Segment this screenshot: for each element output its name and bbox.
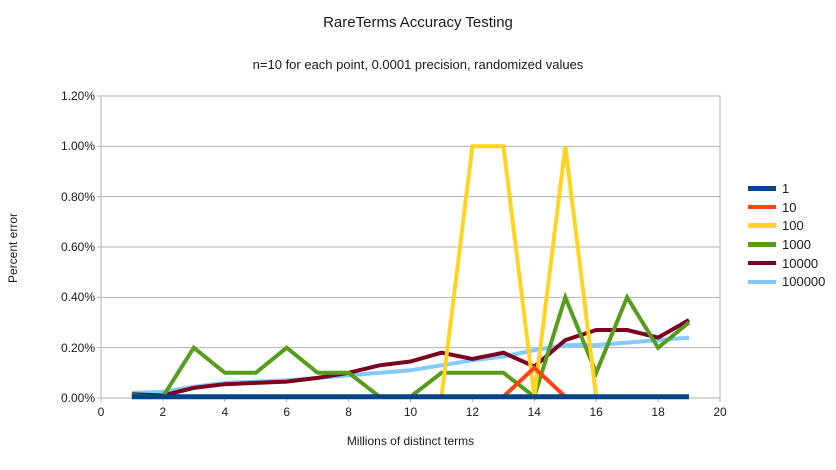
legend-item-100000: 100000 — [748, 272, 825, 291]
legend-swatch — [748, 279, 776, 285]
x-tick-label: 16 — [589, 405, 603, 419]
legend-item-1: 1 — [748, 179, 825, 198]
y-tick-label: 0.60% — [60, 240, 95, 254]
y-tick-label: 0.00% — [60, 391, 95, 405]
legend-item-1000: 1000 — [748, 235, 825, 254]
x-tick-label: 6 — [283, 405, 291, 419]
legend-swatch — [748, 260, 776, 266]
legend: 1 10 100 1000 10000 100000 — [748, 179, 825, 291]
y-tick-label: 1.20% — [60, 89, 95, 103]
legend-label: 10 — [782, 199, 797, 215]
x-axis-title: Millions of distinct terms — [346, 434, 475, 448]
legend-swatch — [748, 242, 776, 247]
y-tick-label: 0.80% — [60, 189, 95, 204]
legend-label: 1000 — [782, 236, 811, 252]
x-tick-label: 18 — [651, 405, 665, 419]
x-tick-label: 2 — [159, 405, 167, 419]
legend-item-10: 10 — [748, 198, 825, 217]
legend-label: 100 — [782, 218, 804, 234]
series-line-1000 — [131, 291, 691, 401]
legend-label: 1 — [782, 180, 790, 196]
y-axis-title: Percent error — [6, 212, 20, 284]
x-tick-label: 20 — [713, 405, 727, 419]
legend-label: 100000 — [782, 274, 826, 290]
legend-label: 10000 — [782, 255, 819, 271]
legend-item-100: 100 — [748, 216, 825, 235]
x-tick-label: 14 — [527, 405, 541, 419]
x-tick-label: 12 — [465, 405, 480, 419]
series-line-10000 — [131, 318, 690, 398]
x-tick-label: 10 — [403, 405, 418, 419]
x-tick-label: 0 — [97, 405, 105, 419]
legend-swatch — [748, 204, 776, 210]
legend-item-10000: 10000 — [748, 254, 825, 273]
x-tick-label: 4 — [221, 405, 229, 419]
chart-subtitle: n=10 for each point, 0.0001 precision, r… — [252, 57, 584, 72]
legend-swatch — [748, 223, 776, 228]
legend-swatch — [748, 186, 776, 191]
chart-title: RareTerms Accuracy Testing — [323, 14, 513, 31]
x-tick-label: 8 — [345, 405, 352, 419]
y-tick-label: 0.40% — [60, 290, 95, 305]
series-line-100 — [131, 144, 689, 399]
y-tick-label: 1.00% — [60, 139, 95, 154]
y-tick-label: 0.20% — [60, 340, 95, 355]
